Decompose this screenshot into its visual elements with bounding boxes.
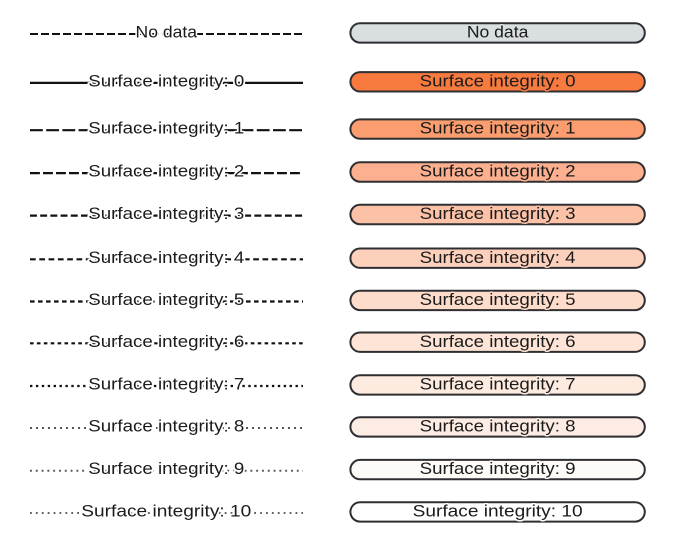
- svg-text:Surface integrity: 5: Surface integrity: 5: [420, 291, 576, 309]
- svg-text:Surface integrity: 4: Surface integrity: 4: [420, 249, 576, 267]
- svg-text:Surface integrity: 0: Surface integrity: 0: [420, 72, 576, 90]
- svg-text:Surface integrity: 2: Surface integrity: 2: [420, 163, 576, 181]
- svg-text:Surface integrity: 6: Surface integrity: 6: [420, 333, 576, 351]
- svg-text:Surface integrity: 1: Surface integrity: 1: [88, 120, 244, 138]
- svg-text:No data: No data: [467, 24, 529, 42]
- svg-text:Surface integrity: 3: Surface integrity: 3: [420, 205, 576, 223]
- svg-text:Surface integrity: 7: Surface integrity: 7: [88, 376, 244, 394]
- svg-text:Surface integrity: 1: Surface integrity: 1: [420, 120, 576, 138]
- svg-text:Surface integrity: 10: Surface integrity: 10: [81, 503, 251, 521]
- svg-text:Surface integrity: 6: Surface integrity: 6: [88, 333, 244, 351]
- svg-text:Surface integrity: 2: Surface integrity: 2: [88, 163, 244, 181]
- svg-text:Surface integrity: 9: Surface integrity: 9: [420, 460, 576, 478]
- svg-text:Surface integrity: 8: Surface integrity: 8: [420, 418, 576, 436]
- svg-text:Surface integrity: 7: Surface integrity: 7: [420, 376, 576, 394]
- svg-text:Surface integrity: 10: Surface integrity: 10: [413, 503, 583, 521]
- svg-text:Surface integrity: 4: Surface integrity: 4: [88, 249, 244, 267]
- svg-text:Surface integrity: 0: Surface integrity: 0: [88, 72, 244, 90]
- svg-text:No data: No data: [136, 24, 198, 42]
- svg-text:Surface integrity: 8: Surface integrity: 8: [88, 418, 244, 436]
- svg-text:Surface integrity: 9: Surface integrity: 9: [88, 460, 244, 478]
- svg-text:Surface integrity: 5: Surface integrity: 5: [88, 291, 244, 309]
- svg-text:Surface integrity: 3: Surface integrity: 3: [88, 205, 244, 223]
